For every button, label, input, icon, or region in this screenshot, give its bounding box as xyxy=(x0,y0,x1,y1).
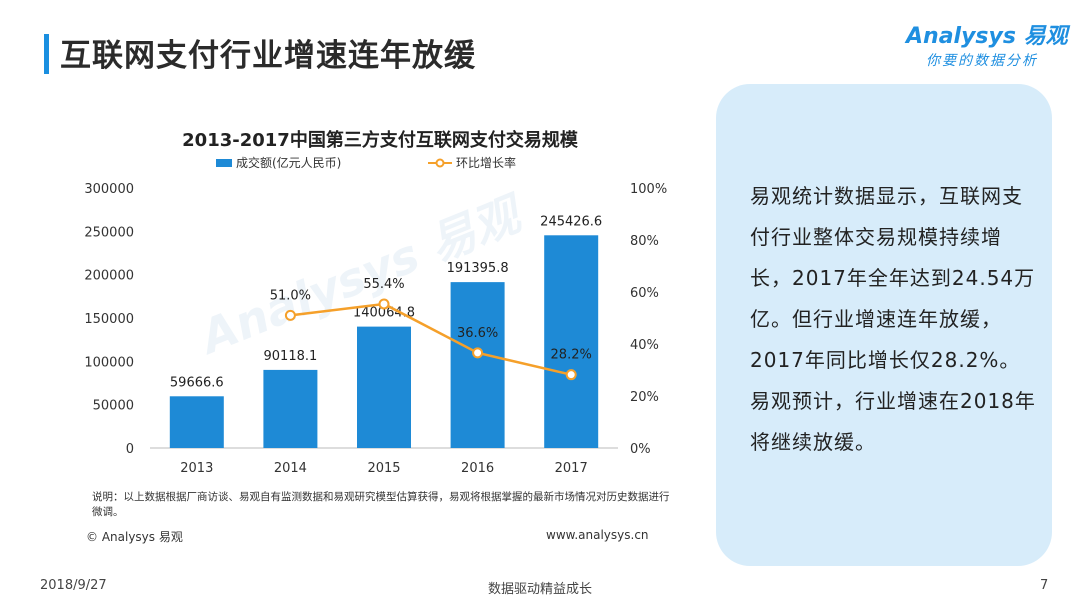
growth-point xyxy=(284,309,296,321)
growth-value-label: 28.2% xyxy=(551,348,592,363)
chart-note: 说明：以上数据根据厂商访谈、易观自有监测数据和易观研究模型估算获得，易观将根据掌… xyxy=(92,491,670,518)
copyright: © Analysys 易观 xyxy=(86,530,183,544)
bar-value-label: 140064.8 xyxy=(353,306,415,321)
title-accent-bar xyxy=(44,34,49,74)
bar xyxy=(263,369,318,448)
y-right-tick-label: 80% xyxy=(630,234,659,249)
footer-date: 2018/9/27 xyxy=(40,578,107,593)
bar-value-label: 245426.6 xyxy=(540,214,602,229)
x-tick-label: 2017 xyxy=(555,461,588,476)
analysys-logo: Analysys 易观 你要的数据分析 xyxy=(906,18,1068,74)
y-right-tick-label: 40% xyxy=(630,338,659,353)
bar xyxy=(544,235,599,448)
y-left-tick-label: 50000 xyxy=(93,399,134,414)
bar xyxy=(450,282,505,448)
y-left-tick-label: 300000 xyxy=(84,182,134,197)
growth-point xyxy=(378,298,390,310)
legend-bar-label: 成交额(亿元人民币) xyxy=(236,155,341,170)
page-title: 互联网支付行业增速连年放缓 xyxy=(60,38,476,74)
chart-title: 2013-2017中国第三方支付互联网支付交易规模 xyxy=(182,130,578,151)
y-left-tick-label: 200000 xyxy=(84,269,134,284)
growth-value-label: 36.6% xyxy=(457,326,498,341)
logo-sub-text: 你要的数据分析 xyxy=(926,53,1038,69)
y-left-tick-label: 0 xyxy=(126,442,134,457)
growth-point xyxy=(472,347,484,359)
growth-value-label: 55.4% xyxy=(363,277,404,292)
y-right-tick-label: 0% xyxy=(630,442,651,457)
website-link[interactable]: www.analysys.cn xyxy=(546,528,649,542)
page-number: 7 xyxy=(1040,578,1049,593)
bar-value-label: 191395.8 xyxy=(447,261,509,276)
summary-text: 易观统计数据显示，互联网支付行业整体交易规模持续增长，2017年全年达到24.5… xyxy=(750,184,1036,454)
x-tick-label: 2015 xyxy=(367,461,400,476)
y-right-tick-label: 100% xyxy=(630,182,667,197)
legend-line-label: 环比增长率 xyxy=(456,155,516,170)
growth-value-label: 51.0% xyxy=(270,288,311,303)
bar xyxy=(169,396,224,448)
x-tick-label: 2014 xyxy=(274,461,307,476)
bar-value-label: 90118.1 xyxy=(264,349,318,364)
y-left-tick-label: 150000 xyxy=(84,312,134,327)
chart: 成交额(亿元人民币) 环比增长率 0 50000 100000 150000 200000 2… xyxy=(84,155,667,476)
y-left-tick-label: 250000 xyxy=(84,225,134,240)
x-tick-label: 2013 xyxy=(180,461,213,476)
footer-slogan: 数据驱动精益成长 xyxy=(487,582,592,597)
y-left-tick-label: 100000 xyxy=(84,355,134,370)
y-right-tick-label: 20% xyxy=(630,390,659,405)
logo-main-text: Analysys 易观 xyxy=(906,24,1068,49)
x-tick-label: 2016 xyxy=(461,461,494,476)
bar xyxy=(357,326,411,448)
bar-value-label: 59666.6 xyxy=(170,375,224,390)
growth-point xyxy=(565,369,577,381)
summary-panel xyxy=(716,84,1052,566)
legend-line-marker xyxy=(435,158,445,168)
growth-line xyxy=(290,302,572,376)
legend-bar-swatch xyxy=(216,159,232,167)
y-right-tick-label: 60% xyxy=(630,286,659,301)
